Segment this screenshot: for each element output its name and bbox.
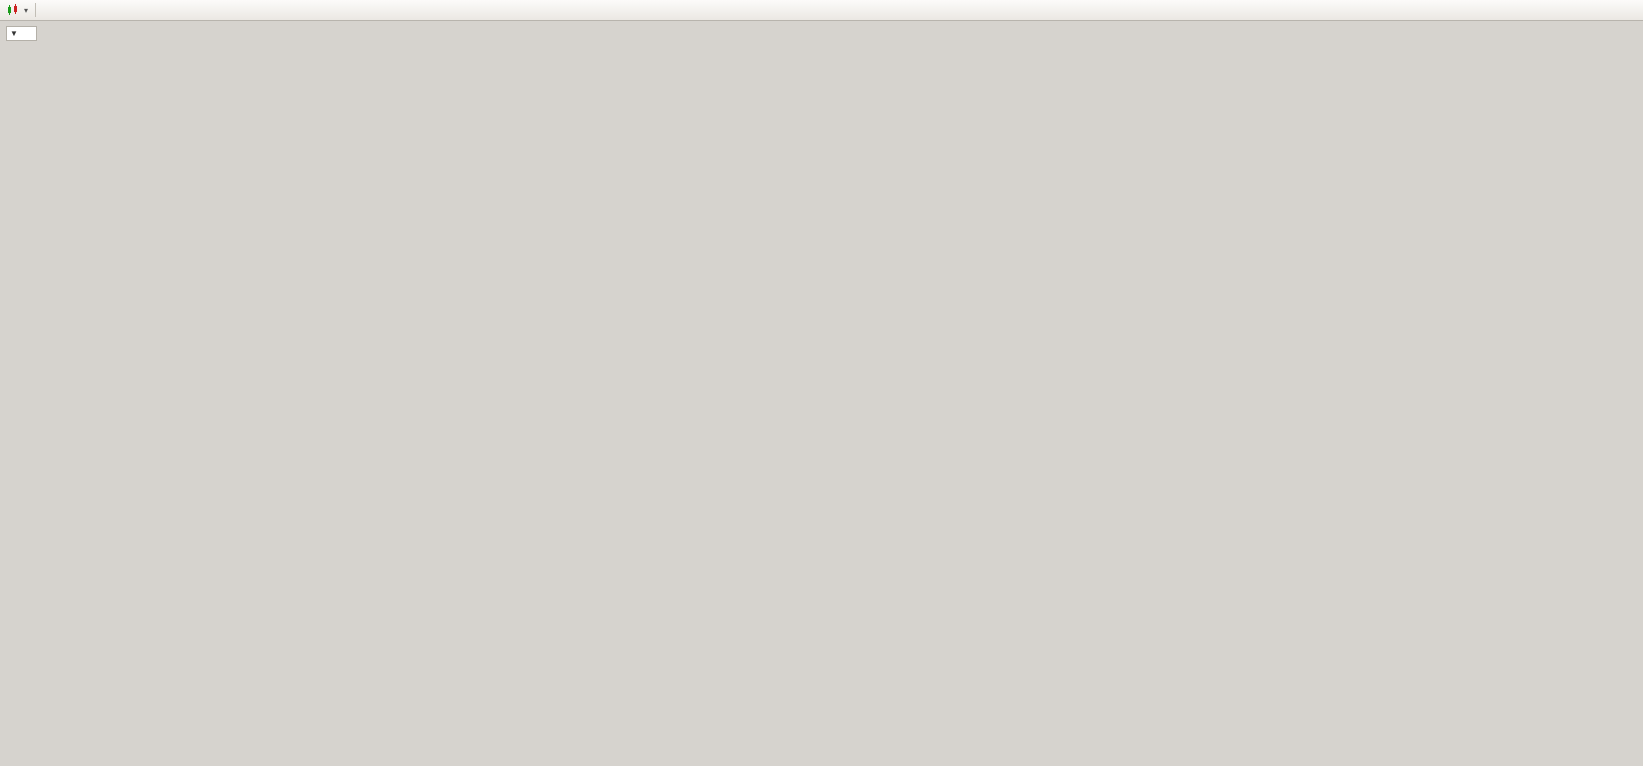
- chevron-down-icon[interactable]: ▾: [24, 5, 29, 15]
- chart-ohlc-label: ▼: [6, 26, 37, 41]
- one-click-trading-toggle-icon[interactable]: ▼: [10, 29, 18, 38]
- chart-tab-bar: [0, 709, 1643, 731]
- timeframe-toolbar: ▾: [0, 0, 1643, 21]
- chart-type-icon[interactable]: [4, 2, 22, 19]
- toolbar-separator: [35, 3, 37, 17]
